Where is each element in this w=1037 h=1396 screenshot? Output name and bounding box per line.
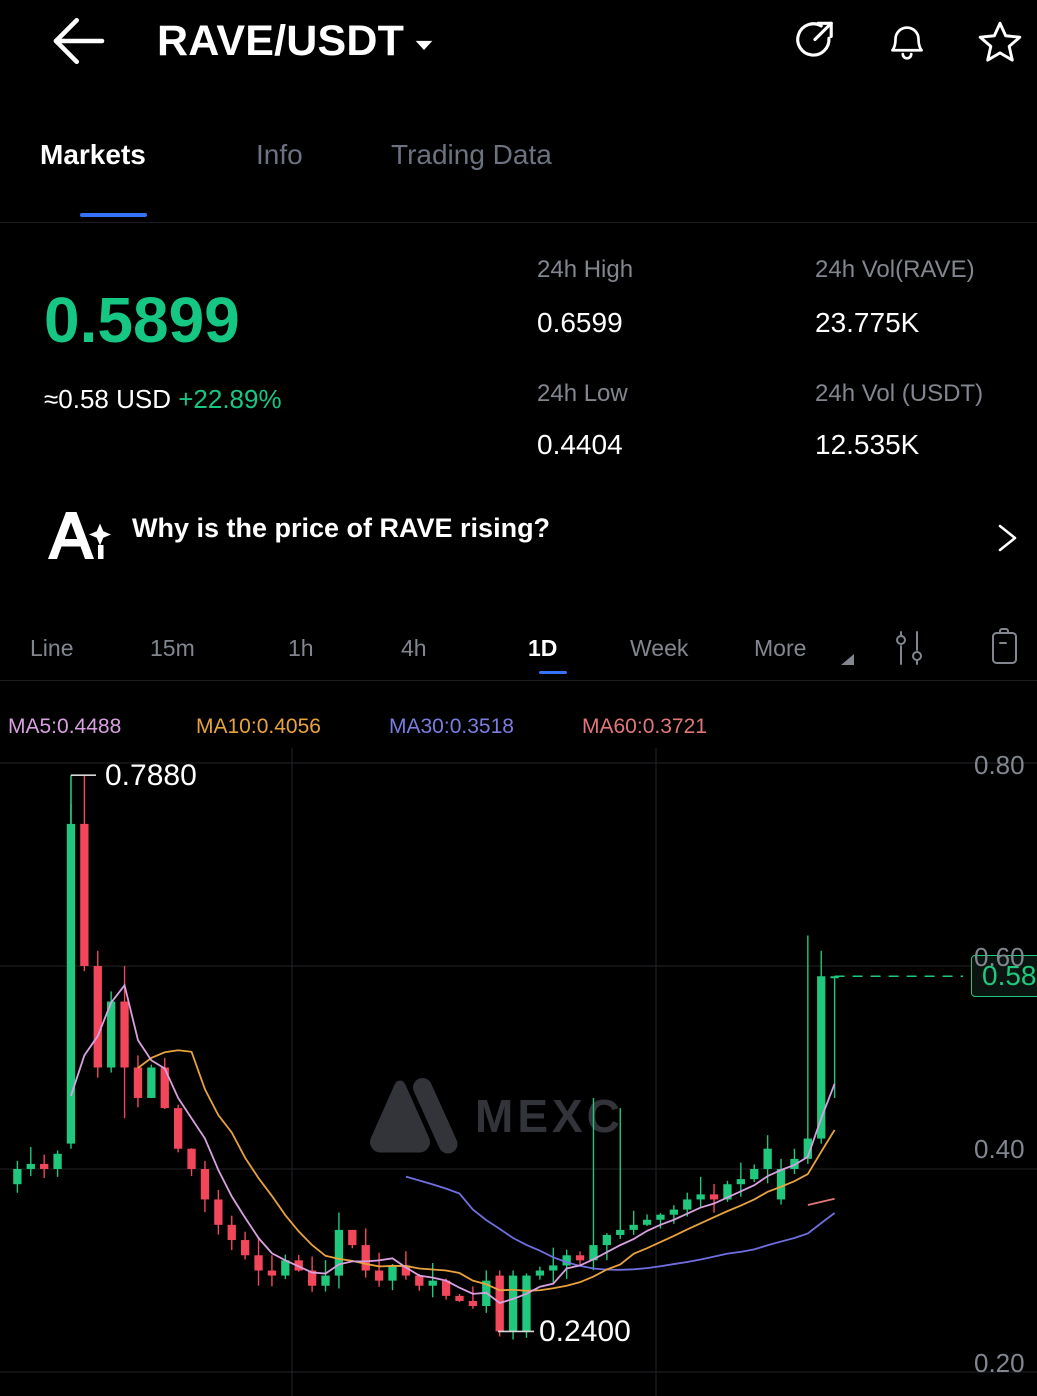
svg-text:0.7880: 0.7880 <box>105 759 197 792</box>
svg-text:0.2400: 0.2400 <box>539 1315 631 1348</box>
svg-text:MEXC: MEXC <box>475 1090 624 1142</box>
